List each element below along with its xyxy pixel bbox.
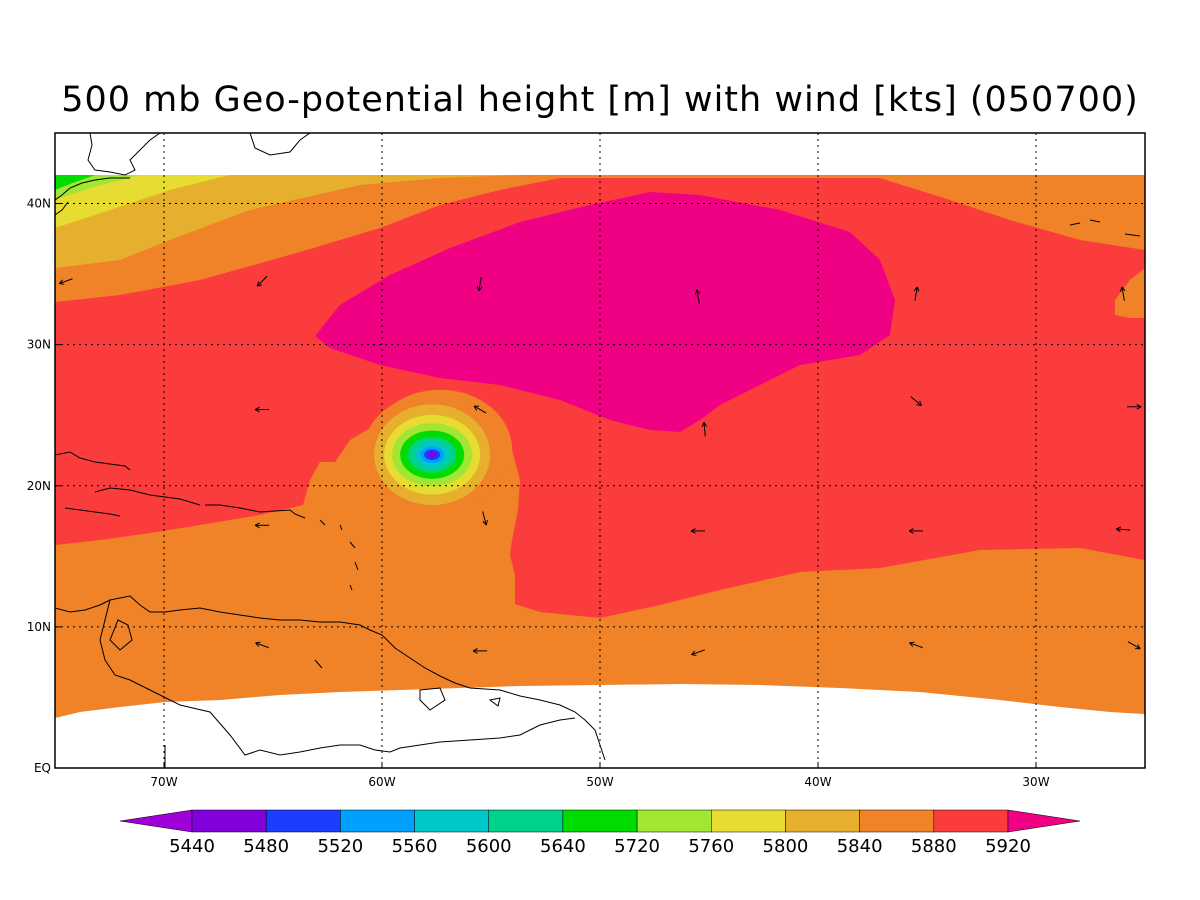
lat-tick-label: 40N (27, 197, 51, 211)
colorbar-label: 5800 (763, 836, 809, 857)
wind-vector (476, 277, 483, 292)
wind-vector (694, 289, 701, 304)
colorbar-box (933, 809, 1009, 833)
colorbar-box (711, 809, 786, 833)
colorbar-label: 5880 (911, 836, 957, 857)
colorbar-label: 5560 (392, 836, 438, 857)
wind-vector (690, 528, 706, 534)
map-title: 500 mb Geo-potential height [m] with win… (61, 80, 1139, 120)
contour-5960 (315, 192, 895, 432)
lat-tick-label: EQ (34, 761, 51, 775)
wind-vector (254, 406, 270, 413)
lat-axis: EQ 10N 20N 30N 40N (27, 197, 61, 775)
wind-vector (691, 649, 705, 656)
wind-vector (58, 278, 73, 285)
colorbar-label: 5600 (466, 836, 512, 857)
lon-tick-label: 70W (150, 775, 177, 789)
wind-vector (1127, 641, 1141, 650)
colorbar-box (562, 809, 638, 833)
wind-vector (1127, 403, 1142, 410)
colorbar-label: 5520 (317, 836, 363, 857)
colorbar-label: 5760 (688, 836, 734, 857)
lon-tick-label: 40W (804, 775, 831, 789)
gridlines (55, 133, 1145, 768)
contour-5800 (55, 175, 230, 228)
lat-tick-label: 20N (27, 479, 51, 493)
colorbar-box (191, 809, 267, 833)
contour-5840 (55, 175, 520, 268)
lon-tick-label: 30W (1022, 775, 1049, 789)
contour-5880-east (1115, 268, 1145, 318)
colorbar-label: 5720 (614, 836, 660, 857)
wind-vector (255, 641, 269, 649)
wind-vector (472, 648, 488, 654)
wind-vector (909, 641, 923, 649)
colorbar: 5440 5480 5520 5560 5600 5640 5720 5760 5800 5840… (119, 809, 1081, 857)
colorbar-box (785, 809, 860, 833)
colorbar-box (414, 809, 489, 833)
colorbar-box (340, 809, 415, 833)
low-pressure-center (362, 389, 513, 516)
lat-tick-label: 10N (27, 620, 51, 634)
wind-vector (913, 286, 920, 301)
wind-vector (254, 522, 270, 529)
wind-vector (473, 405, 487, 414)
colorbar-label: 5480 (243, 836, 289, 857)
lon-tick-label: 50W (586, 775, 613, 789)
colorbar-min-arrow (119, 809, 193, 833)
colorbar-label: 5840 (837, 836, 883, 857)
colorbar-box (265, 809, 341, 833)
colorbar-label: 5640 (540, 836, 586, 857)
lon-tick-label: 60W (368, 775, 395, 789)
colorbar-max-arrow (1007, 809, 1081, 833)
wind-vector (701, 422, 708, 437)
colorbar-box (488, 809, 564, 833)
storm-ring (428, 451, 437, 458)
colorbar-box (636, 809, 712, 833)
wind-vector (482, 511, 488, 526)
wind-vector (1115, 526, 1131, 533)
lat-tick-label: 30N (27, 338, 51, 352)
wind-vector (256, 275, 268, 287)
coastlines (55, 133, 1141, 768)
colorbar-label: 5440 (169, 836, 215, 857)
colorbar-box (859, 809, 935, 833)
wind-vector (908, 528, 924, 534)
contour-5720 (55, 175, 95, 190)
colorbar-label: 5920 (985, 836, 1031, 857)
wind-vector (1119, 286, 1126, 301)
lon-axis: 70W 60W 50W 40W 30W (150, 762, 1050, 789)
wind-vectors (58, 275, 1142, 656)
wind-vector (910, 396, 922, 407)
